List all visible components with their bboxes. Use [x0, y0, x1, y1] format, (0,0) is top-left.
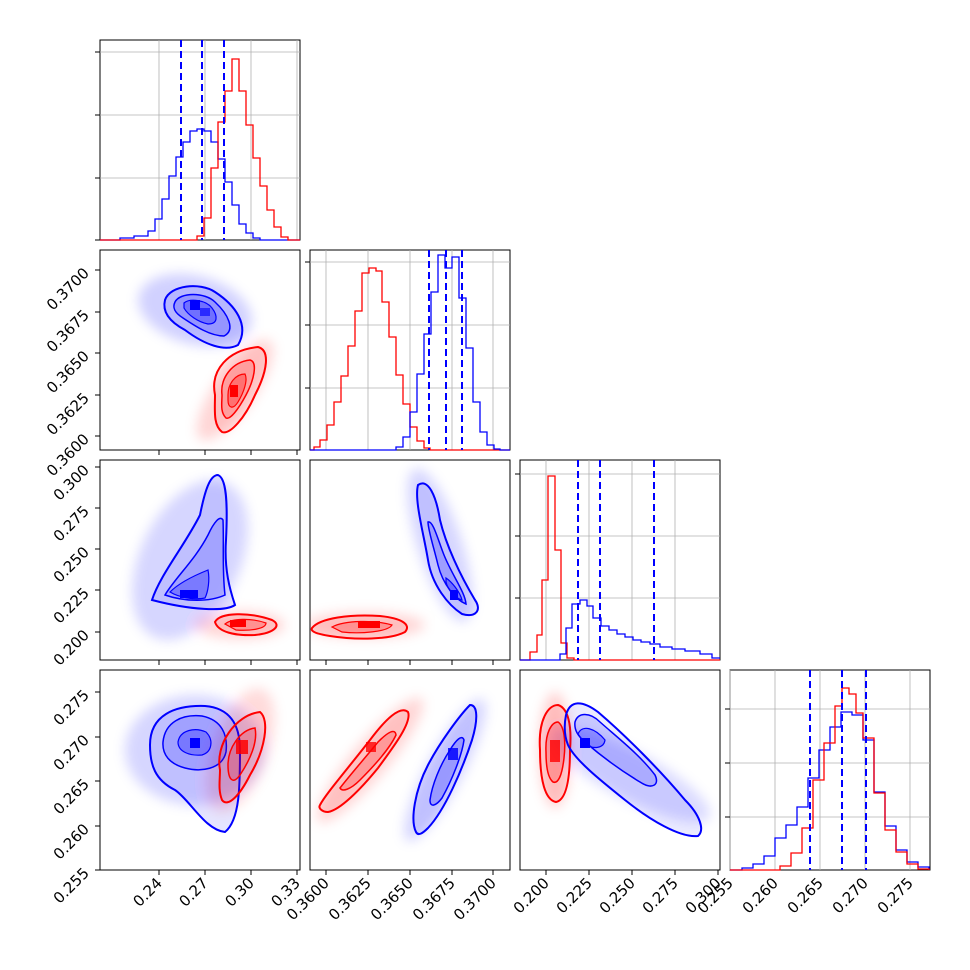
panel-p2-vs-p1	[309, 459, 511, 665]
hist-p3-red	[730, 687, 930, 871]
xtick-labels-p2: 0.200 0.225 0.250 0.275 0.300	[510, 874, 725, 917]
tick-label: 0.200	[50, 626, 93, 669]
hist-p1-red	[310, 267, 510, 451]
tick-label: 0.275	[50, 502, 93, 545]
tick-label: 0.260	[50, 820, 93, 863]
tick-label: 0.3625	[325, 874, 375, 924]
hist-panel-p2	[515, 459, 721, 661]
tick-label: 0.275	[50, 686, 93, 729]
tick-label: 0.3675	[409, 874, 459, 924]
panel-p3-vs-p2	[519, 669, 721, 875]
ytick-labels-p2: 0.200 0.225 0.250 0.275 0.300	[50, 461, 93, 669]
hist-p0-red	[100, 58, 300, 241]
panel-p3-vs-p1	[309, 669, 511, 875]
tick-label: 0.225	[50, 584, 93, 627]
xtick-labels-p1: 0.3600 0.3625 0.3650 0.3675 0.3700	[283, 874, 500, 924]
contour-red-outer	[213, 345, 267, 434]
tick-label: 0.3650	[43, 347, 93, 397]
hist-panel-p0	[95, 39, 301, 241]
tick-label: 0.265	[50, 775, 93, 818]
hist-panel-p3	[725, 669, 931, 871]
xtick-labels-p3: 0.255 0.260 0.265 0.270 0.275	[694, 874, 917, 917]
tick-label: 0.270	[829, 874, 872, 917]
hist-p2-blue	[520, 599, 720, 661]
tick-label: 0.255	[50, 864, 93, 907]
tick-label: 0.24	[129, 874, 165, 910]
hist-p0-blue	[100, 128, 300, 241]
tick-label: 0.3700	[43, 264, 93, 314]
ytick-labels-p1: 0.3600 0.3625 0.3650 0.3675 0.3700	[43, 264, 93, 480]
tick-label: 0.200	[510, 874, 553, 917]
panel-p1-vs-p0	[95, 249, 301, 455]
hist-p1-blue	[310, 254, 510, 451]
tick-label: 0.3625	[43, 389, 93, 439]
hist-p2-red	[520, 475, 720, 661]
tick-label: 0.250	[596, 874, 639, 917]
tick-label: 0.225	[553, 874, 596, 917]
tick-label: 0.250	[50, 543, 93, 586]
tick-label: 0.275	[874, 874, 917, 917]
panel-p2-vs-p0	[95, 459, 301, 665]
tick-label: 0.3700	[450, 874, 500, 924]
contour-blue-outer	[163, 285, 244, 349]
tick-label: 0.3675	[43, 306, 93, 356]
hist-panel-p1	[305, 249, 511, 451]
ytick-labels-p3: 0.255 0.260 0.265 0.270 0.275	[50, 686, 93, 907]
panel-p3-vs-p0	[95, 669, 301, 875]
tick-label: 0.3650	[367, 874, 417, 924]
tick-label: 0.270	[50, 731, 93, 774]
tick-label: 0.260	[739, 874, 782, 917]
tick-label: 0.265	[784, 874, 827, 917]
xtick-labels-p0: 0.24 0.27 0.30 0.33	[129, 874, 303, 910]
tick-label: 0.27	[175, 874, 211, 910]
tick-label: 0.30	[221, 874, 257, 910]
tick-label: 0.275	[639, 874, 682, 917]
